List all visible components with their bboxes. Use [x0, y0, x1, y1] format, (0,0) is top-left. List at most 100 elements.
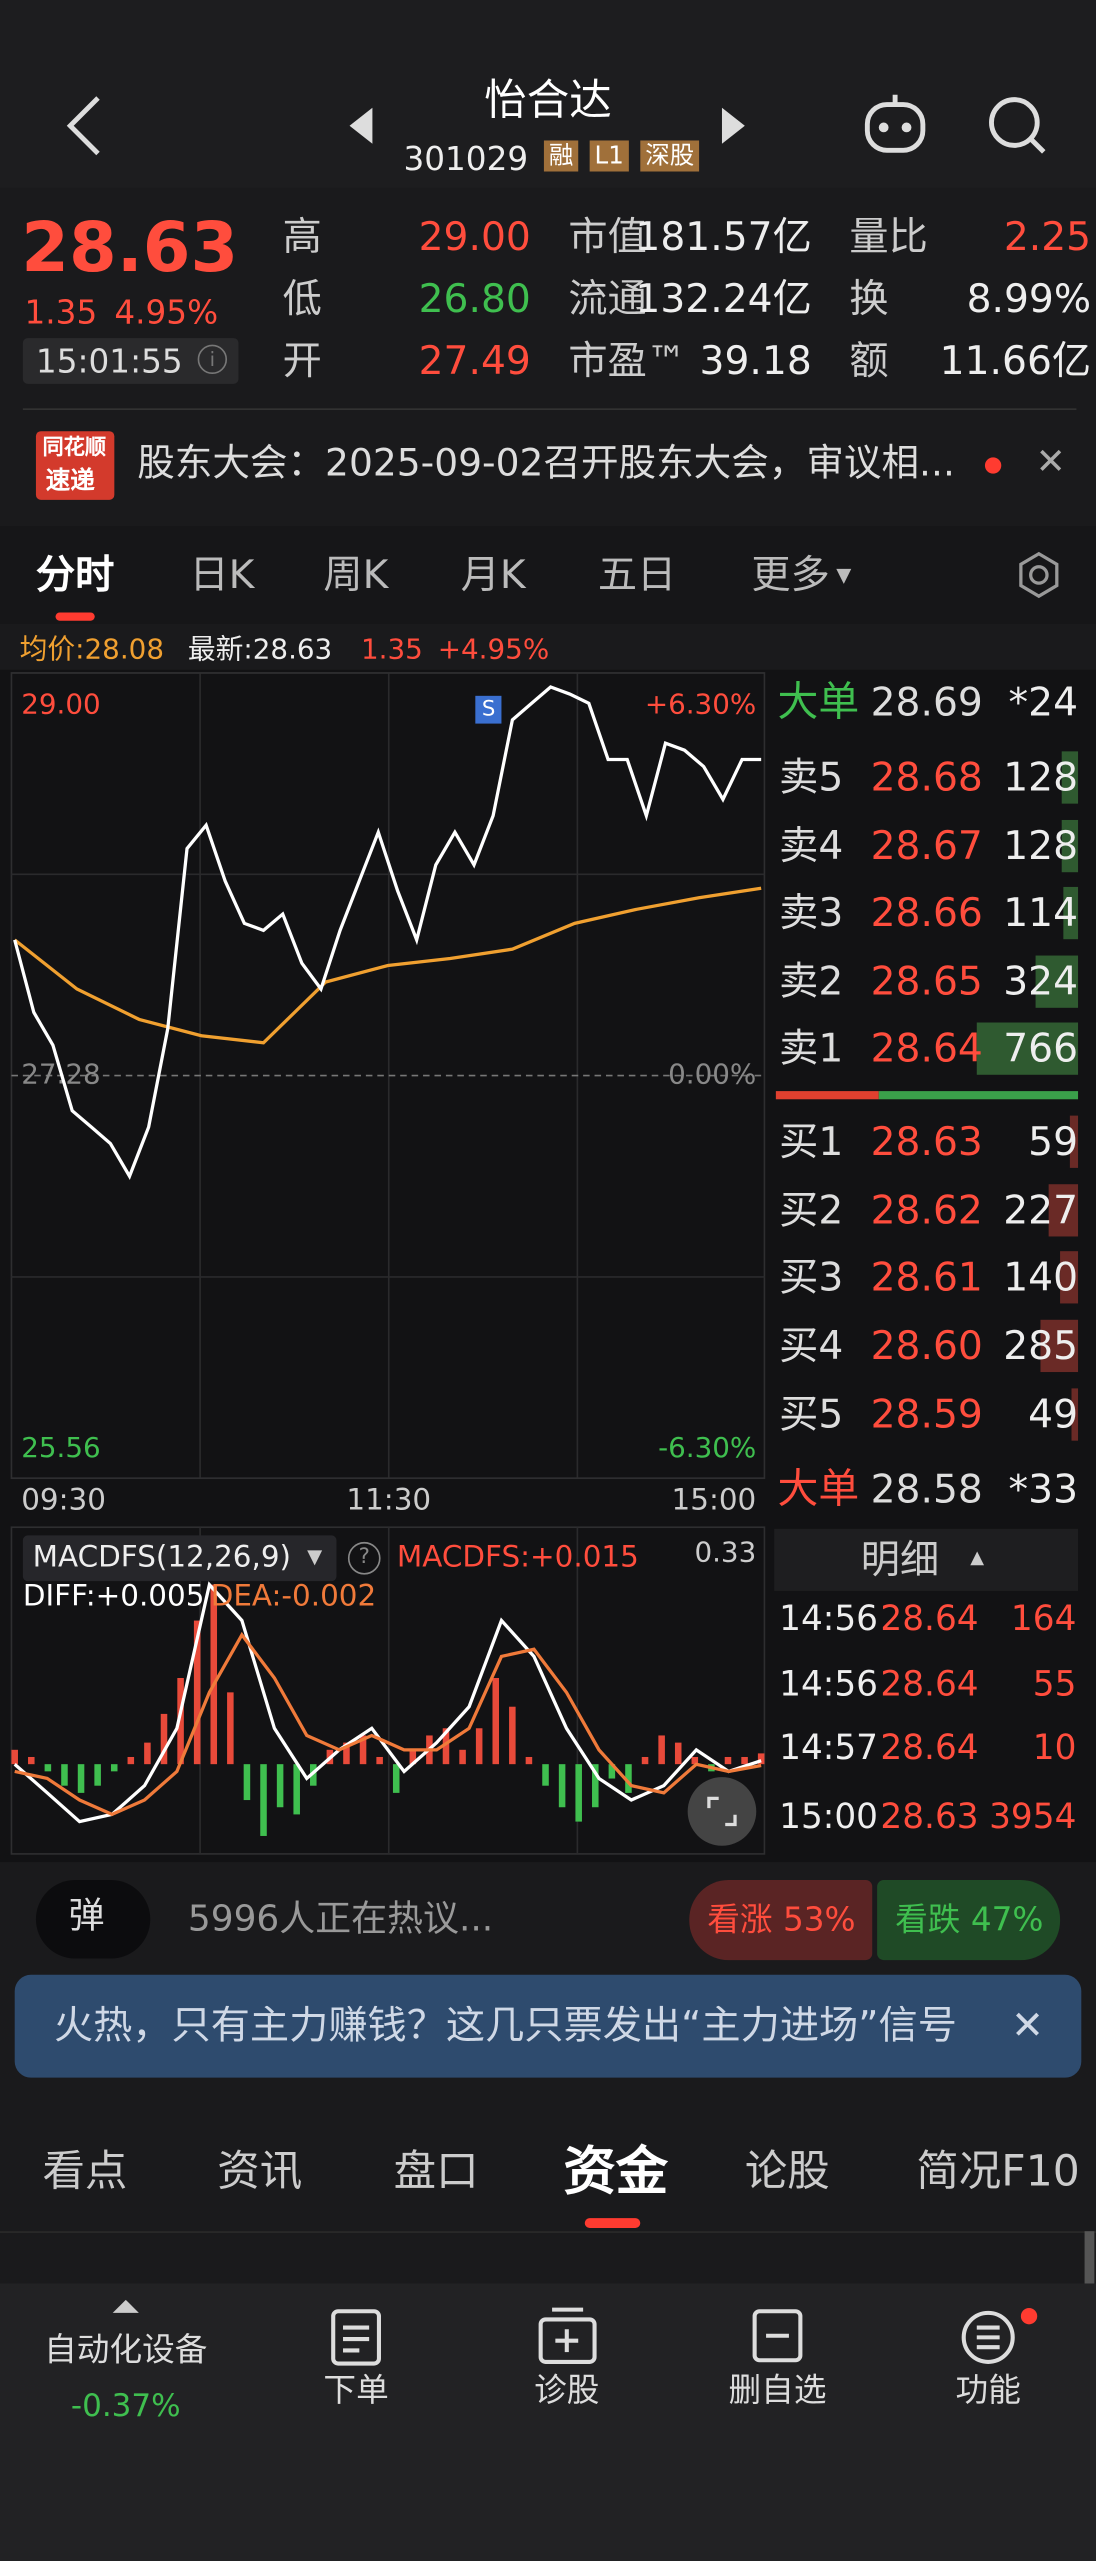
- volume-bar: [1035, 955, 1079, 1008]
- book-price: 28.68: [870, 754, 983, 801]
- danmu-button[interactable]: [35, 1880, 151, 1959]
- chart-tab[interactable]: 周K: [323, 552, 389, 598]
- chart-tab[interactable]: 分时: [35, 552, 115, 598]
- book-price: 28.61: [870, 1254, 983, 1301]
- detail-price: 28.64: [880, 1728, 979, 1768]
- x-tick-label: 15:00: [672, 1483, 757, 1517]
- change-info: 1.35: [360, 633, 423, 667]
- dropdown-caret[interactable]: ▼: [836, 563, 852, 587]
- book-price: 28.64: [870, 1025, 983, 1072]
- discussion-text[interactable]: 5996人正在热议...: [187, 1899, 494, 1941]
- detail-time: 14:56: [779, 1599, 879, 1639]
- y-tick-label: 0.33: [694, 1535, 756, 1568]
- macd-bar: [61, 1764, 68, 1786]
- next-icon[interactable]: [721, 107, 745, 144]
- book-price: 28.59: [870, 1391, 983, 1438]
- price-percent: 4.95%: [114, 292, 219, 332]
- detail-time: 14:56: [779, 1664, 879, 1704]
- tag: 深股: [640, 140, 700, 172]
- x-tick-label: 09:30: [21, 1483, 106, 1517]
- macd-bar: [741, 1756, 748, 1765]
- settings-icon[interactable]: [1013, 549, 1065, 601]
- book-label: 卖1: [779, 1025, 844, 1072]
- price-line: [13, 886, 762, 1045]
- chart-tab[interactable]: 五日: [597, 552, 677, 598]
- detail-volume: 164: [1010, 1599, 1077, 1639]
- nav-item-label[interactable]: 诊股: [534, 2370, 600, 2410]
- big-order-price: 28.69: [870, 679, 983, 726]
- banner[interactable]: 火热，只有主力赚钱？这几只票发出“主力进场”信号 ✕: [14, 1974, 1082, 2078]
- order-icon[interactable]: [331, 2309, 381, 2366]
- prev-icon[interactable]: [349, 107, 373, 144]
- chart-tab[interactable]: 月K: [460, 552, 526, 598]
- divider: [0, 2231, 1096, 2233]
- bottom-nav: [0, 2283, 1096, 2561]
- nav-item-label[interactable]: 下单: [323, 2370, 389, 2410]
- news-text[interactable]: 股东大会：2025-09-02召开股东大会，审议相...: [137, 442, 955, 486]
- fullscreen-icon[interactable]: [686, 1776, 758, 1848]
- macd-bar: [575, 1764, 582, 1822]
- back-icon[interactable]: [66, 96, 100, 156]
- stat-value: 181.57亿: [635, 213, 812, 260]
- nav-item-label[interactable]: 删自选: [728, 2370, 827, 2410]
- news-close[interactable]: ✕: [1035, 442, 1066, 484]
- banner-close[interactable]: ✕: [1011, 2002, 1044, 2049]
- section-indicator: [584, 2218, 641, 2228]
- menu-icon[interactable]: [961, 2310, 1015, 2364]
- bull-button[interactable]: [689, 1880, 873, 1961]
- danmu-label: 弹: [68, 1896, 105, 1938]
- stat-label: 市值: [568, 213, 647, 260]
- section-tab[interactable]: 看点: [42, 2147, 128, 2197]
- detail-price: 28.63: [880, 1796, 979, 1836]
- macd-bar: [542, 1764, 549, 1786]
- book-price: 28.66: [870, 890, 983, 936]
- volume-bar: [976, 1022, 1079, 1075]
- detail-title[interactable]: 明细: [860, 1537, 940, 1583]
- sector-name[interactable]: 自动化设备: [44, 2329, 208, 2369]
- stat-value: 27.49: [418, 338, 531, 384]
- robot-icon[interactable]: [864, 94, 926, 153]
- search-icon[interactable]: [989, 97, 1046, 154]
- macd-bar: [376, 1756, 383, 1765]
- section-tab[interactable]: 简况F10: [916, 2147, 1080, 2197]
- chart-tab[interactable]: 日K: [189, 552, 255, 598]
- volume-bar: [1061, 751, 1079, 804]
- detail-volume: 55: [1032, 1664, 1077, 1704]
- stat-value: 8.99%: [966, 276, 1092, 322]
- section-tab[interactable]: 论股: [744, 2147, 830, 2197]
- trade-marker[interactable]: S: [475, 695, 502, 724]
- stat-label: 市盈™: [568, 338, 687, 384]
- macd-bar: [674, 1742, 682, 1765]
- remove-icon[interactable]: [752, 2309, 803, 2363]
- macd-selector[interactable]: [22, 1535, 337, 1582]
- macd-bar: [160, 1713, 168, 1765]
- help-icon[interactable]: ?: [347, 1541, 381, 1575]
- macd-bar: [608, 1764, 616, 1779]
- detail-caret: ▲: [970, 1546, 985, 1569]
- scrollbar: [1084, 2231, 1095, 2287]
- ratio-bar-buy: [775, 1091, 879, 1100]
- chart-tab[interactable]: 更多: [751, 552, 830, 598]
- volume-bar: [1061, 819, 1079, 873]
- macd-bar: [475, 1728, 483, 1765]
- section-tab[interactable]: 盘口: [393, 2147, 479, 2197]
- book-label: 卖2: [779, 958, 844, 1005]
- header-icons: [66, 94, 1046, 156]
- big-order-price: 28.58: [870, 1466, 983, 1513]
- stat-label: 额: [849, 338, 889, 384]
- nav-item-label[interactable]: 功能: [955, 2370, 1021, 2410]
- macd-bar: [641, 1756, 649, 1765]
- tab-indicator: [55, 612, 95, 621]
- bear-button[interactable]: [877, 1880, 1061, 1961]
- volume-bar: [1062, 886, 1079, 940]
- macd-bar: [658, 1735, 665, 1765]
- section-tab[interactable]: 资讯: [217, 2147, 303, 2197]
- info-icon[interactable]: i: [197, 344, 228, 375]
- macd-bar: [392, 1764, 400, 1793]
- macd-bar: [724, 1756, 732, 1765]
- diagnose-icon[interactable]: [538, 2307, 597, 2364]
- section-tab[interactable]: 资金: [563, 2139, 669, 2202]
- stat-label: 换: [849, 276, 889, 322]
